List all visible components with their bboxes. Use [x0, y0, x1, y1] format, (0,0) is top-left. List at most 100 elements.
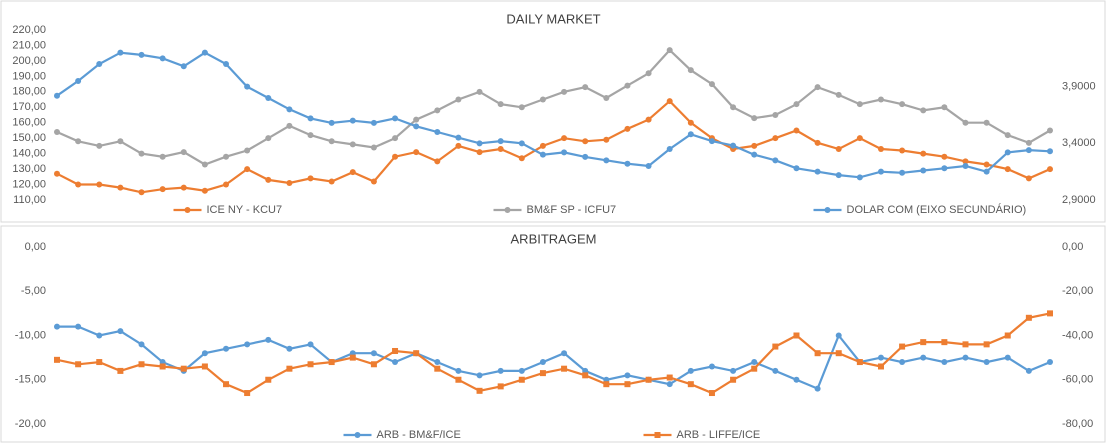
data-point [54, 170, 60, 177]
data-point [286, 180, 293, 186]
data-point [730, 367, 737, 374]
data-point [962, 341, 969, 348]
data-point [561, 350, 568, 357]
data-point [307, 132, 314, 139]
y2-tick-label: 3,4000 [1062, 137, 1096, 149]
legend-label: ICE NY - KCU7 [207, 204, 283, 216]
data-point [856, 101, 863, 108]
data-point [582, 372, 589, 379]
data-point [1025, 367, 1032, 374]
data-point [223, 153, 230, 160]
data-point [349, 169, 356, 176]
y-tick-label: 120,00 [12, 178, 46, 190]
data-point [307, 115, 314, 122]
data-point [286, 345, 293, 352]
data-point [201, 187, 208, 194]
chart-title: ARBITRAGEM [511, 231, 597, 246]
data-point [75, 323, 82, 330]
data-point [518, 367, 525, 374]
data-point [434, 359, 441, 366]
data-point [983, 341, 990, 348]
data-point [582, 153, 589, 160]
y-tick-label: -5,00 [21, 285, 46, 297]
data-point [54, 92, 60, 99]
data-point [413, 116, 420, 123]
data-point [877, 96, 884, 103]
data-point [1047, 359, 1053, 366]
data-point [793, 376, 800, 383]
y2-tick-label: 0,00 [1062, 241, 1083, 253]
data-point [899, 147, 906, 154]
data-point [835, 146, 842, 152]
data-point [180, 184, 187, 191]
data-point [1004, 149, 1011, 156]
y-tick-label: 170,00 [12, 101, 46, 113]
data-point [730, 104, 737, 111]
y2-tick-label: 3,9000 [1062, 81, 1096, 93]
data-point [455, 134, 462, 141]
data-point [708, 81, 715, 88]
data-point [899, 101, 906, 108]
data-point [645, 163, 652, 169]
data-point [561, 149, 568, 156]
data-point [751, 359, 758, 366]
data-point [392, 359, 399, 366]
data-point [899, 343, 906, 350]
data-point [983, 168, 990, 175]
y-tick-label: 0,00 [25, 241, 46, 253]
data-point [772, 112, 779, 118]
data-point [244, 147, 251, 154]
data-point [307, 341, 314, 348]
data-point [476, 387, 483, 394]
data-point [920, 150, 927, 157]
legend-label: ARB - BM&F/ICE [377, 429, 461, 441]
data-point [392, 347, 399, 354]
data-point [624, 125, 631, 132]
data-point [96, 359, 103, 366]
y-tick-label: -20,00 [15, 418, 46, 430]
data-point [1025, 314, 1032, 321]
data-point [328, 359, 335, 366]
data-point [138, 51, 145, 58]
y2-tick-label: -60,00 [1062, 374, 1093, 386]
y-tick-label: 160,00 [12, 117, 46, 129]
data-point [582, 84, 589, 91]
data-point [286, 122, 293, 129]
data-point [1025, 147, 1032, 154]
series-line [56, 312, 1051, 395]
data-point [138, 150, 145, 157]
data-point [1047, 127, 1053, 134]
data-point [286, 106, 293, 113]
data-point [117, 49, 124, 56]
data-point [476, 149, 483, 156]
data-point [455, 96, 462, 103]
data-point [708, 390, 715, 397]
data-point [983, 359, 990, 366]
data-point [96, 332, 103, 339]
data-point [244, 83, 251, 90]
data-point [159, 153, 166, 160]
chart-title: DAILY MARKET [506, 11, 600, 26]
data-point [1047, 148, 1053, 155]
data-point [920, 354, 927, 361]
data-point [877, 363, 884, 370]
data-point [370, 361, 377, 368]
data-point [687, 367, 694, 374]
data-point [1004, 132, 1011, 139]
data-point [476, 140, 483, 147]
data-point [138, 361, 145, 368]
data-point [835, 91, 842, 98]
legend-marker [504, 207, 511, 213]
data-point [370, 144, 377, 151]
data-point [328, 178, 335, 185]
data-point [751, 365, 758, 372]
data-point [687, 67, 694, 74]
data-point [75, 181, 82, 188]
data-point [983, 161, 990, 168]
legend-marker [824, 207, 831, 213]
data-point [772, 343, 779, 350]
data-point [941, 153, 948, 160]
y-tick-label: 200,00 [12, 55, 46, 67]
data-point [265, 336, 272, 343]
